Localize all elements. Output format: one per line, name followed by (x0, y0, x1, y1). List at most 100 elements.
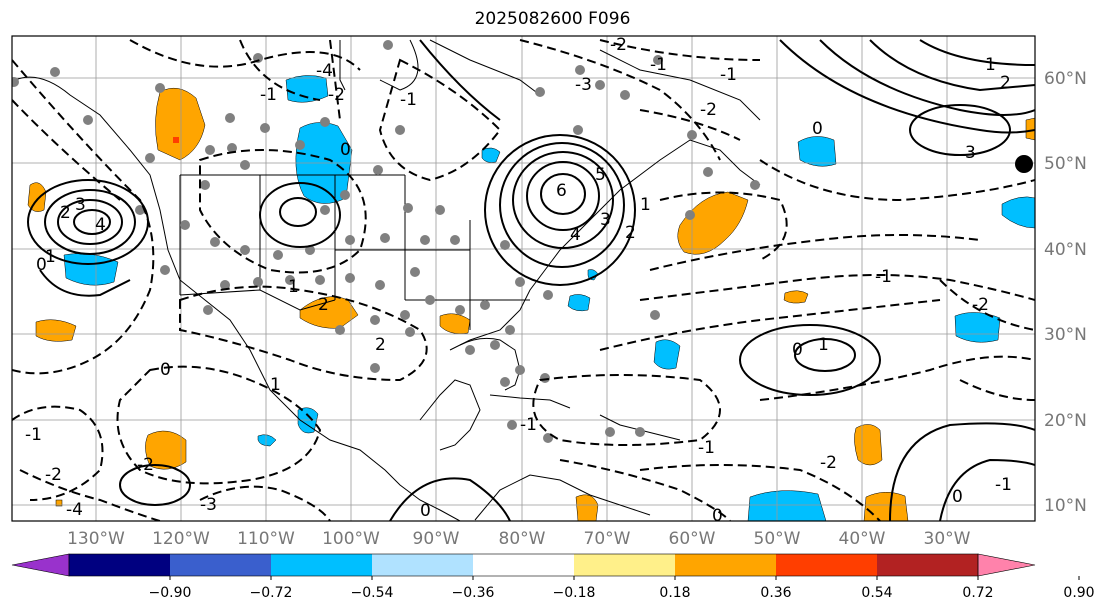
contour-label: 2 (625, 223, 636, 243)
contour-label: 0 (36, 255, 47, 275)
contour-label: -3 (200, 495, 217, 515)
contour-label: 0 (420, 501, 431, 521)
contour-label: -2 (972, 295, 989, 315)
colorbar-segment (574, 554, 676, 576)
contour-label: -4 (316, 61, 333, 81)
contour-label: 1 (640, 195, 651, 215)
lon-label: 70°W (584, 529, 631, 549)
colorbar-outline (68, 553, 979, 577)
contour-label: -1 (520, 415, 537, 435)
contour-label: 5 (595, 165, 606, 185)
lat-label: 30°N (1044, 325, 1087, 345)
lon-label: 50°W (754, 529, 801, 549)
contour-label: 0 (340, 140, 351, 160)
contour-label: 1 (818, 335, 829, 355)
contour-label: 1 (288, 277, 299, 297)
contour-label: -1 (995, 475, 1012, 495)
lon-label: 60°W (669, 529, 716, 549)
black-marker (1015, 155, 1033, 173)
contour-label: 4 (570, 225, 581, 245)
colorbar: −0.90 −0.72 −0.54 −0.36 −0.18 0.18 0.36 0.54 0.7… (11, 553, 1095, 601)
contour-label: -2 (610, 35, 627, 55)
contour-label: 0 (792, 340, 803, 360)
contour-label: 3 (600, 210, 611, 230)
contour-label: -4 (66, 500, 83, 520)
contour-label: 2 (60, 203, 71, 223)
map-title: 2025082600 F096 (474, 9, 631, 29)
colorbar-tick-label: −0.72 (250, 585, 293, 601)
lon-label: 80°W (499, 529, 546, 549)
colorbar-extend-low (11, 553, 70, 577)
contour-label: -3 (575, 75, 592, 95)
lon-label: 110°W (237, 529, 295, 549)
contour-label: 2 (375, 335, 386, 355)
contour-label: -1 (720, 65, 737, 85)
colorbar-segment (271, 554, 373, 576)
latitude-labels: 60°N 50°N 40°N 30°N 20°N 10°N (1044, 69, 1087, 516)
lat-label: 20°N (1044, 411, 1087, 431)
contour-label: -2 (328, 85, 345, 105)
contour-label: 2 (1000, 73, 1011, 93)
contour-label: 3 (965, 143, 976, 163)
contour-label: 1 (45, 247, 56, 267)
colorbar-tick-label: 0.54 (861, 585, 892, 601)
colorbar-ticks: −0.90 −0.72 −0.54 −0.36 −0.18 0.18 0.36 0.54 0.7… (149, 576, 1095, 601)
lon-label: 90°W (413, 529, 460, 549)
colorbar-tick-label: 0.90 (1063, 585, 1094, 601)
colorbar-segments (11, 553, 1036, 577)
contour-label: -1 (260, 85, 277, 105)
colorbar-tick-label: 0.18 (659, 585, 690, 601)
contour-label: 6 (556, 181, 567, 201)
colorbar-extend-high (977, 553, 1036, 577)
contour-label: -1 (400, 90, 417, 110)
colorbar-segment (675, 554, 777, 576)
positive-contours (27, 39, 1035, 521)
contour-label: 0 (812, 119, 823, 139)
contour-label: -1 (650, 55, 667, 75)
lon-label: 40°W (839, 529, 886, 549)
colorbar-segment (69, 554, 171, 576)
colorbar-segment (473, 554, 575, 576)
contour-label: 1 (270, 375, 281, 395)
lat-label: 10°N (1044, 496, 1087, 516)
positive-shading (27, 87, 1035, 521)
contour-label: 2 (318, 295, 329, 315)
lon-label: 120°W (152, 529, 210, 549)
colorbar-tick-label: 0.72 (962, 585, 993, 601)
map-border (11, 35, 1036, 522)
colorbar-segment (776, 554, 878, 576)
colorbar-tick-label: −0.18 (553, 585, 596, 601)
contour-label: -1 (698, 438, 715, 458)
lon-label: 100°W (322, 529, 380, 549)
lon-label: 130°W (67, 529, 125, 549)
contour-label: -1 (25, 425, 42, 445)
negative-contours (12, 39, 1035, 521)
contour-label: -2 (45, 465, 62, 485)
contour-label: 0 (952, 487, 963, 507)
colorbar-segment (170, 554, 272, 576)
colorbar-tick-label: 0.36 (760, 585, 791, 601)
contour-label: 4 (95, 215, 106, 235)
contour-label: 0 (160, 360, 171, 380)
contour-label: 1 (985, 55, 996, 75)
colorbar-segment (372, 554, 474, 576)
contour-label: 0 (712, 506, 723, 526)
colorbar-tick-label: −0.36 (452, 585, 495, 601)
lat-label: 60°N (1044, 69, 1087, 89)
station-dots (12, 40, 760, 443)
red-spot (173, 137, 179, 143)
colorbar-tick-label: −0.54 (351, 585, 394, 601)
lat-label: 50°N (1044, 154, 1087, 174)
colorbar-segment (877, 554, 979, 576)
lon-label: 30°W (924, 529, 971, 549)
contour-label: -1 (875, 267, 892, 287)
colorbar-tick-label: −0.90 (149, 585, 192, 601)
contour-labels: 4 3 2 1 0 6 5 4 3 2 1 0 2 1 0 -1 -2 -1 -… (25, 35, 1012, 526)
lat-label: 40°N (1044, 240, 1087, 260)
longitude-labels: 130°W 120°W 110°W 100°W 90°W 80°W 70°W 6… (67, 529, 971, 549)
contour-label: -2 (820, 453, 837, 473)
contour-label: 3 (75, 195, 86, 215)
contour-label: -2 (137, 455, 154, 475)
contour-label: -2 (700, 100, 717, 120)
